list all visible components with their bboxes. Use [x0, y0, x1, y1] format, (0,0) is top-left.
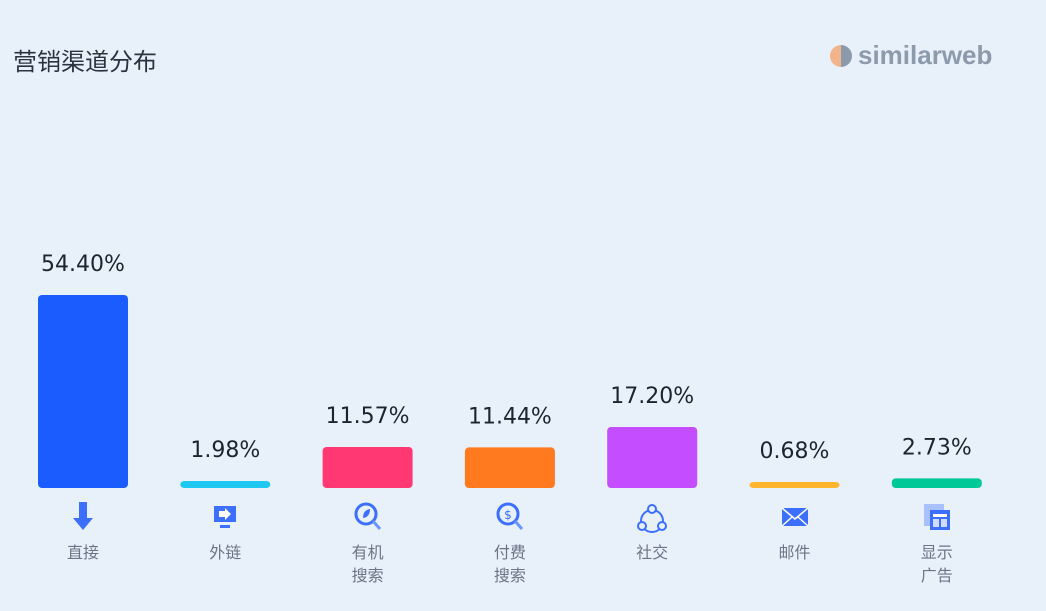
search-leaf-icon: [351, 500, 385, 534]
bar-0[interactable]: [38, 295, 128, 488]
data-label: 1.98%: [190, 438, 260, 463]
data-label: 2.73%: [902, 435, 972, 460]
share-network-icon: [635, 500, 669, 534]
bar-6[interactable]: [891, 478, 982, 488]
category-label: 付费 搜索: [493, 543, 526, 585]
category-label: 直接: [66, 543, 99, 562]
search-dollar-icon: $: [493, 500, 527, 534]
bar-1[interactable]: [180, 480, 271, 488]
data-label: 11.57%: [326, 404, 410, 429]
category-label: 外链: [209, 543, 242, 562]
data-label: 54.40%: [41, 252, 125, 277]
data-label: 0.68%: [760, 439, 830, 464]
bar-4[interactable]: [607, 426, 698, 488]
page-title: 营销渠道分布: [13, 48, 157, 76]
bar-2[interactable]: [322, 446, 413, 488]
bar-3[interactable]: [464, 447, 555, 488]
envelope-icon: [778, 500, 812, 534]
category-label: 社交: [636, 543, 669, 562]
arrow-down-icon: [66, 500, 100, 534]
data-label: 17.20%: [610, 384, 694, 409]
data-label: 11.44%: [468, 404, 552, 429]
bar-5[interactable]: [749, 482, 840, 488]
category-label: 邮件: [778, 543, 811, 562]
category-label: 显示 广告: [920, 543, 953, 585]
similarweb-logo: similarweb: [830, 40, 992, 71]
category-label: 有机 搜索: [351, 543, 384, 585]
svg-text:$: $: [504, 508, 512, 522]
similarweb-logo-icon: [830, 44, 852, 67]
logo-text: similarweb: [858, 40, 993, 70]
display-ad-icon: [920, 500, 954, 534]
monitor-arrow-icon: [208, 500, 242, 534]
